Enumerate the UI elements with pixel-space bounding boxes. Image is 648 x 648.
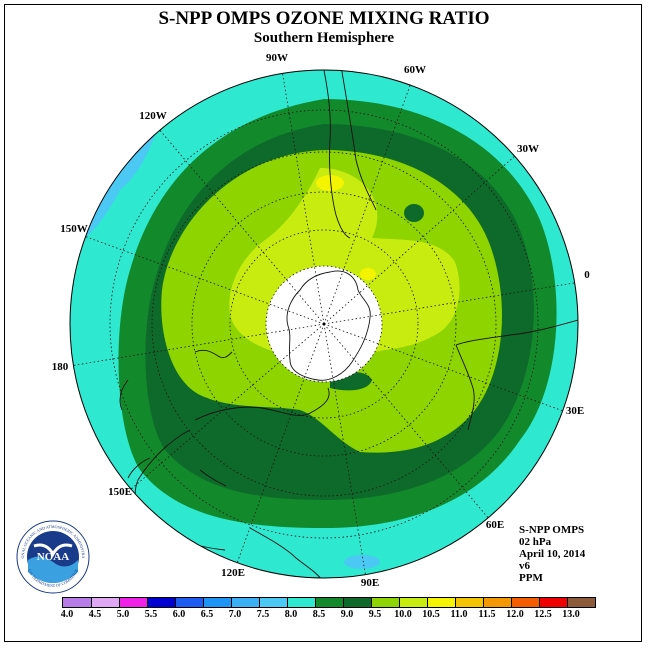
graticule — [70, 70, 578, 578]
color-bar-tick-label: 12.0 — [506, 609, 524, 620]
info-units: PPM — [519, 572, 543, 584]
color-bar-tick-label: 5.5 — [144, 609, 158, 620]
color-bar-ticks: 4.0 4.5 5.0 5.5 6.0 6.5 7.0 7.5 8.0 8.5 9.0 9.5 10.0… — [0, 609, 648, 623]
color-bar-tick-label: 9.0 — [340, 609, 354, 620]
color-bar-swatch — [371, 598, 399, 607]
info-level: 02 hPa — [519, 536, 552, 548]
color-bar-swatch — [119, 598, 147, 607]
color-bar-tick-label: 11.5 — [478, 609, 496, 620]
color-bar-swatch — [175, 598, 203, 607]
color-bar-tick-label: 12.5 — [534, 609, 552, 620]
map-border — [69, 69, 579, 579]
lon-label-60e: 60E — [486, 519, 504, 531]
color-bar-swatch — [343, 598, 371, 607]
color-bar-swatch — [567, 598, 595, 607]
color-bar-tick-label: 6.5 — [200, 609, 214, 620]
color-bar-swatch — [203, 598, 231, 607]
color-bar-tick-label: 8.5 — [312, 609, 326, 620]
color-bar-tick-label: 8.0 — [284, 609, 298, 620]
info-block: S-NPP OMPS 02 hPa April 10, 2014 v6 PPM — [519, 524, 585, 584]
color-bar-tick-label: 11.0 — [450, 609, 468, 620]
plot-frame — [4, 4, 642, 642]
band-10.0-10.5-patch — [316, 175, 344, 191]
color-bar-tick-label: 10.5 — [422, 609, 440, 620]
lon-label-150w: 150W — [60, 223, 88, 235]
lon-label-0: 0 — [584, 269, 590, 281]
lon-label-120e: 120E — [221, 567, 245, 579]
info-date: April 10, 2014 — [519, 548, 586, 560]
south-pole-marker — [322, 322, 326, 326]
noaa-logo: NOAA NATIONAL OCEANIC AND ATMOSPHERIC AD… — [15, 516, 90, 594]
color-bar-tick-label: 13.0 — [562, 609, 580, 620]
color-bar-swatch — [231, 598, 259, 607]
color-bar — [62, 597, 596, 608]
color-bar-tick-label: 4.5 — [88, 609, 102, 620]
band-10.0-10.5-patch-2 — [360, 268, 376, 280]
color-bar-tick-label: 7.0 — [228, 609, 242, 620]
color-bar-tick-label: 7.5 — [256, 609, 270, 620]
color-bar-tick-label: 10.0 — [394, 609, 412, 620]
lon-label-60w: 60W — [404, 64, 426, 76]
lon-label-90w: 90W — [266, 52, 288, 64]
color-bar-swatch — [259, 598, 287, 607]
lon-label-150e: 150E — [108, 486, 132, 498]
color-bar-swatch — [63, 598, 91, 607]
lon-label-90e: 90E — [361, 577, 379, 589]
svg-text:NOAA: NOAA — [37, 551, 69, 563]
color-bar-swatch — [399, 598, 427, 607]
color-bar-swatch — [483, 598, 511, 607]
info-version: v6 — [519, 560, 530, 572]
page-subtitle: Southern Hemisphere — [253, 30, 395, 46]
band-8.5-9.0-island — [404, 204, 424, 222]
page-title: S-NPP OMPS OZONE MIXING RATIO — [158, 8, 490, 29]
color-bar-swatch — [511, 598, 539, 607]
band-7.0-7.5-south — [344, 555, 380, 569]
color-bar-swatch — [147, 598, 175, 607]
color-bar-tick-label: 6.0 — [172, 609, 186, 620]
color-bar-tick-label: 9.5 — [368, 609, 382, 620]
lon-label-30w: 30W — [517, 143, 539, 155]
info-instrument: S-NPP OMPS — [519, 524, 585, 536]
color-bar-swatch — [91, 598, 119, 607]
color-bar-swatch — [315, 598, 343, 607]
color-bar-swatch — [427, 598, 455, 607]
lon-label-180: 180 — [52, 361, 69, 373]
color-bar-swatch — [455, 598, 483, 607]
color-bar-tick-label: 4.0 — [60, 609, 74, 620]
lon-label-30e: 30E — [566, 405, 584, 417]
color-bar-swatch — [287, 598, 315, 607]
color-bar-swatch — [539, 598, 567, 607]
lon-label-120w: 120W — [139, 110, 167, 122]
color-bar-tick-label: 5.0 — [116, 609, 130, 620]
